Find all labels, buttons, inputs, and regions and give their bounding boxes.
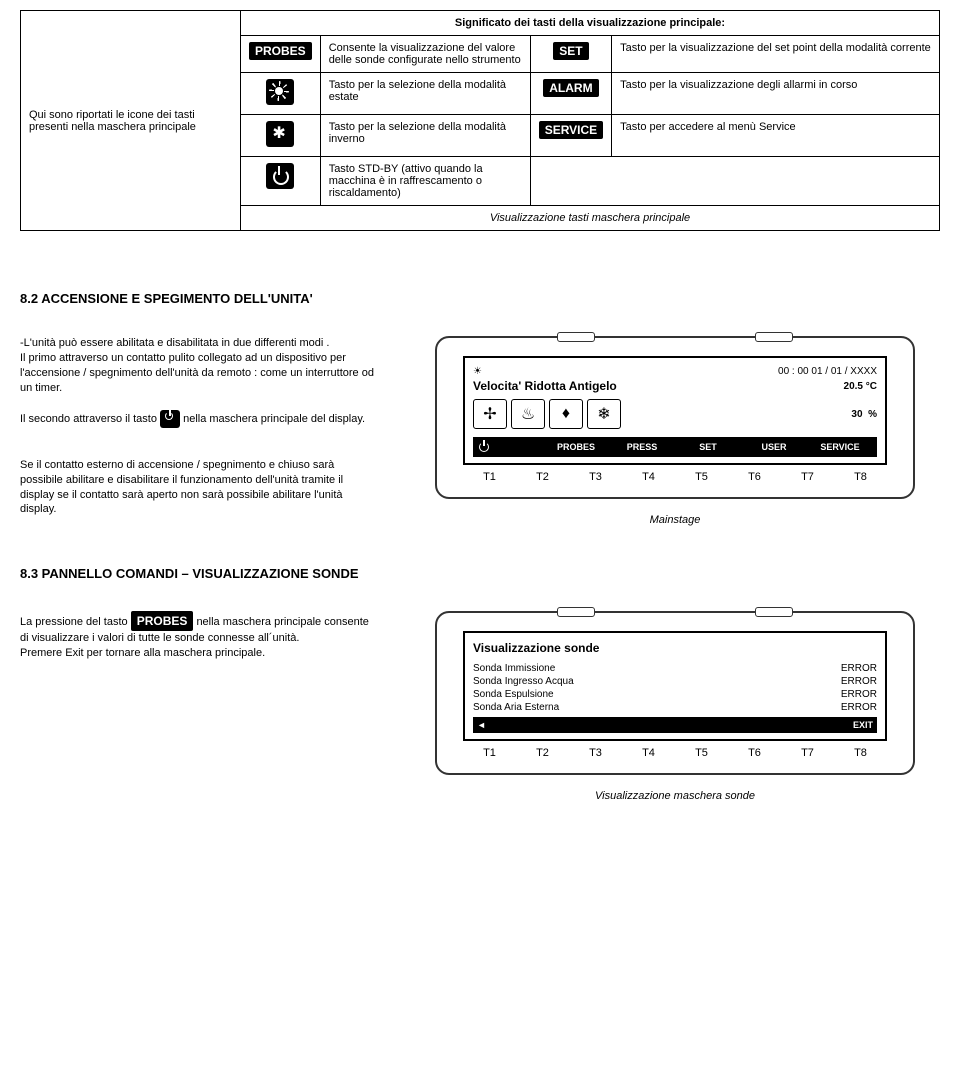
right-desc: Tasto per accedere al menù Service [612, 115, 940, 157]
mode-sun-icon: ☀ [473, 366, 482, 377]
keys-meaning-table: Qui sono riportati le icone dei tasti pr… [20, 10, 940, 231]
t-label: T7 [801, 471, 814, 483]
desc-cell: Tasto per la selezione della modalità in… [320, 115, 530, 157]
sonde-row: Sonda Espulsione ERROR [473, 689, 877, 700]
sun-icon [266, 79, 294, 105]
sonde-caption: Visualizzazione maschera sonde [410, 790, 940, 802]
t-label: T6 [748, 471, 761, 483]
left-description: Qui sono riportati le icone dei tasti pr… [21, 11, 241, 231]
t-label: T1 [483, 747, 496, 759]
menu-probes[interactable]: PROBES [543, 442, 609, 452]
t-label: T5 [695, 471, 708, 483]
t-label: T6 [748, 747, 761, 759]
power-icon [160, 410, 180, 428]
temp-unit: °C [866, 381, 877, 392]
screen-title: Velocita' Ridotta Antigelo [473, 379, 617, 393]
device-mainstage: ☀ 00 : 00 01 / 01 / XXXX Velocita' Ridot… [435, 336, 915, 499]
menu-service[interactable]: SERVICE [807, 442, 873, 452]
snowflake-icon [266, 121, 294, 147]
power-icon [266, 163, 294, 189]
sonde-val: ERROR [841, 702, 877, 713]
t-label: T2 [536, 747, 549, 759]
set-icon: SET [553, 42, 588, 60]
t-labels: T1 T2 T3 T4 T5 T6 T7 T8 [463, 471, 887, 483]
desc-cell: Tasto per la selezione della modalità es… [320, 73, 530, 115]
t-label: T8 [854, 747, 867, 759]
flame-icon: ♨ [511, 399, 545, 429]
s82-p1: -L'unità può essere abilitata e disabili… [20, 337, 329, 349]
menu-press[interactable]: PRESS [609, 442, 675, 452]
t-label: T2 [536, 471, 549, 483]
sonde-name: Sonda Ingresso Acqua [473, 676, 574, 687]
power-icon[interactable] [477, 440, 543, 454]
hum-value: 30 [851, 409, 862, 420]
right-desc: Tasto per la visualizzazione del set poi… [612, 36, 940, 73]
sonde-name: Sonda Espulsione [473, 689, 554, 700]
temp-value: 20.5 [844, 381, 863, 392]
sonde-row: Sonda Immissione ERROR [473, 663, 877, 674]
s82-p3b: nella maschera principale del display. [183, 413, 365, 425]
mainstage-caption: Mainstage [410, 514, 940, 526]
s82-p2: Il primo attraverso un contatto pulito c… [20, 352, 374, 394]
sonde-name: Sonda Aria Esterna [473, 702, 559, 713]
sonde-title: Visualizzazione sonde [473, 641, 599, 655]
fan-icon: ✢ [473, 399, 507, 429]
sonde-val: ERROR [841, 663, 877, 674]
t-label: T8 [854, 471, 867, 483]
section-8-2-title: 8.2 ACCENSIONE E SPEGIMENTO DELL'UNITA' [20, 291, 940, 306]
clock-text: 00 : 00 01 / 01 / XXXX [778, 366, 877, 377]
t-label: T4 [642, 747, 655, 759]
t-label: T5 [695, 747, 708, 759]
probes-icon: PROBES [249, 42, 312, 60]
bottom-menu: PROBES PRESS SET USER SERVICE [473, 437, 877, 457]
t-label: T3 [589, 747, 602, 759]
sonde-name: Sonda Immissione [473, 663, 555, 674]
t-label: T1 [483, 471, 496, 483]
right-desc: Tasto per la visualizzazione degli allar… [612, 73, 940, 115]
probes-icon: PROBES [131, 611, 194, 631]
sonde-val: ERROR [841, 689, 877, 700]
sonde-bottom: ◄ EXIT [473, 717, 877, 733]
t-label: T7 [801, 747, 814, 759]
service-icon: SERVICE [539, 121, 603, 139]
hum-unit: % [868, 409, 877, 420]
sonde-val: ERROR [841, 676, 877, 687]
table-header: Significato dei tasti della visualizzazi… [241, 11, 940, 36]
table-footer: Visualizzazione tasti maschera principal… [241, 206, 940, 231]
menu-set[interactable]: SET [675, 442, 741, 452]
s82-p4: Se il contatto esterno di accensione / s… [20, 458, 380, 517]
desc-cell: Tasto STD-BY (attivo quando la macchina … [320, 157, 530, 206]
t-label: T4 [642, 471, 655, 483]
section-8-3-content: La pressione del tasto PROBES nella masc… [20, 611, 940, 802]
heat-icon: ♦ [549, 399, 583, 429]
t-labels: T1 T2 T3 T4 T5 T6 T7 T8 [463, 747, 887, 759]
section-8-2-content: -L'unità può essere abilitata e disabili… [20, 336, 940, 526]
desc-cell: Consente la visualizzazione del valore d… [320, 36, 530, 73]
s82-p3a: Il secondo attraverso il tasto [20, 413, 160, 425]
device-sonde: Visualizzazione sonde Sonda Immissione ER… [435, 611, 915, 775]
alarm-icon: ALARM [543, 79, 598, 97]
snow-box-icon: ❄ [587, 399, 621, 429]
t-label: T3 [589, 471, 602, 483]
sonde-row: Sonda Aria Esterna ERROR [473, 702, 877, 713]
exit-button[interactable]: EXIT [853, 720, 873, 730]
menu-user[interactable]: USER [741, 442, 807, 452]
sonde-row: Sonda Ingresso Acqua ERROR [473, 676, 877, 687]
section-8-3-title: 8.3 PANNELLO COMANDI – VISUALIZZAZIONE S… [20, 566, 940, 581]
s83-p1a: La pressione del tasto [20, 616, 131, 628]
s83-p2: Premere Exit per tornare alla maschera p… [20, 646, 380, 661]
